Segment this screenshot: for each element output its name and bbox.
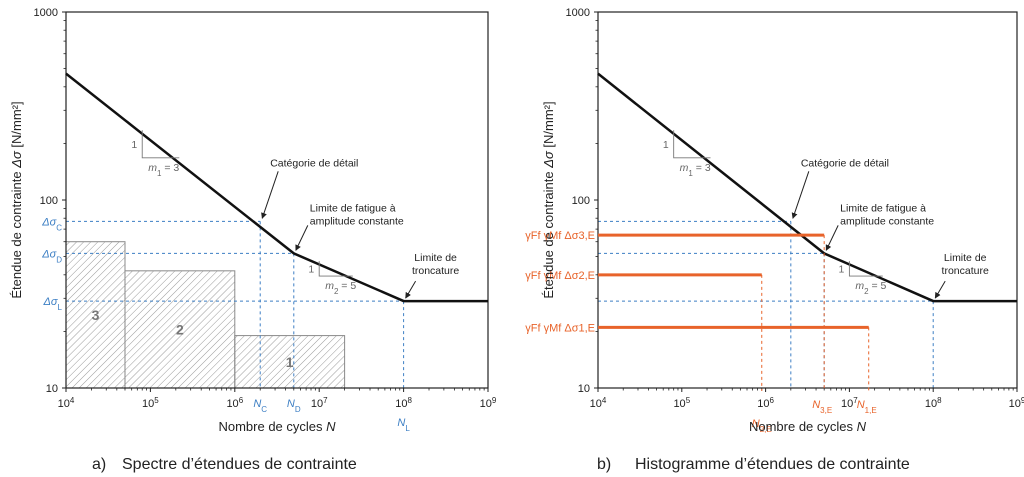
sn-curve xyxy=(597,72,1017,303)
ref-label-D: ΔσD xyxy=(41,248,62,264)
histogram-label-2: γFf γMf Δσ1,E xyxy=(525,322,595,334)
x-marker-C: NC xyxy=(253,398,267,414)
cutoff-label-2: troncature xyxy=(942,265,989,277)
caption-letter: b) xyxy=(597,456,611,473)
y-axis-title: Étendue de contrainte Δσ [N/mm²] xyxy=(541,101,556,298)
x-tick-label-5: 109 xyxy=(1009,396,1024,411)
slope-triangle-1 xyxy=(141,130,180,159)
x-tick-label-5: 109 xyxy=(480,396,497,411)
ref-label-C: ΔσC xyxy=(41,216,62,232)
x-tick-label-4: 108 xyxy=(925,396,942,411)
spectrum-block-1 xyxy=(234,335,346,389)
category-arrow xyxy=(791,171,810,219)
x-tick-label-3: 107 xyxy=(841,396,858,411)
x-tick-label-0: 104 xyxy=(58,396,75,411)
y-tick-label-2: 1000 xyxy=(566,7,590,19)
spectrum-block-label-3: 3 xyxy=(92,307,100,323)
slope-1-label: m1 = 3 xyxy=(148,162,179,178)
fatigue-limit-arrow xyxy=(825,225,839,251)
caption-text: Spectre d’étendues de contrainte xyxy=(122,456,357,473)
cutoff-arrow xyxy=(405,280,417,299)
y-axis-title: Étendue de contrainte Δσ [N/mm²] xyxy=(9,101,24,298)
slope-2-label: m2 = 5 xyxy=(855,280,886,296)
y-tick-label-2: 1000 xyxy=(34,7,58,19)
x-tick-label-0: 104 xyxy=(590,396,607,411)
fatigue-limit-label-2: amplitude constante xyxy=(840,215,934,227)
y-tick-label-1: 100 xyxy=(572,195,590,207)
slope-2-one: 1 xyxy=(308,264,314,276)
plot-frame xyxy=(597,11,1018,389)
fatigue-limit-label-1: Limite de fatigue à xyxy=(310,202,396,214)
category-arrow xyxy=(261,171,279,219)
panel-a-spectrum-chart: 3 2 1 ΔσC ΔσD ΔσL 104 105 106 107 108 109 10 100 1000 1… xyxy=(9,7,497,473)
slope-2-label: m2 = 5 xyxy=(325,280,356,296)
spectrum-block-2 xyxy=(124,270,236,389)
y-tick-label-0: 10 xyxy=(578,383,590,395)
x-axis-title: Nombre de cycles N xyxy=(749,419,867,434)
cutoff-arrow xyxy=(934,280,946,299)
ref-label-L: ΔσL xyxy=(43,296,63,312)
slope-1-label: m1 = 3 xyxy=(680,162,711,178)
x-axis-title: Nombre de cycles N xyxy=(218,419,336,434)
histogram-n-label-2: N1,E xyxy=(857,399,877,415)
category-label: Catégorie de détail xyxy=(270,157,358,169)
slope-triangle-1 xyxy=(673,130,711,159)
category-label: Catégorie de détail xyxy=(801,157,889,169)
spectrum-block-label-1: 1 xyxy=(286,354,294,370)
slope-triangle-2 xyxy=(318,261,353,277)
sn-curve xyxy=(65,72,488,303)
panel-b-histogram-chart: 104 105 106 107 108 109 10 100 1000 1 m1 = 3 1 m2 = … xyxy=(525,7,1024,473)
slope-1-one: 1 xyxy=(663,139,669,151)
slope-triangle-2 xyxy=(848,261,883,277)
x-tick-label-2: 106 xyxy=(757,396,774,411)
fatigue-limit-label-1: Limite de fatigue à xyxy=(840,202,926,214)
fatigue-limit-arrow xyxy=(295,225,309,251)
cutoff-label-2: troncature xyxy=(412,265,459,277)
histogram-label-0: γFf γMf Δσ3,E xyxy=(525,230,595,242)
histogram-n-label-1: N2,E xyxy=(752,418,772,434)
x-tick-label-3: 107 xyxy=(311,396,328,411)
histogram-label-1: γFf γMf Δσ2,E xyxy=(525,270,595,282)
y-tick-label-1: 100 xyxy=(40,195,58,207)
x-tick-label-2: 106 xyxy=(226,396,243,411)
caption-letter: a) xyxy=(92,456,106,473)
cutoff-label-1: Limite de xyxy=(944,252,987,264)
x-tick-label-4: 108 xyxy=(395,396,412,411)
spectrum-block-3 xyxy=(65,241,126,389)
spectrum-block-label-2: 2 xyxy=(176,321,184,337)
x-marker-L: NL xyxy=(397,417,410,433)
x-marker-D: ND xyxy=(287,398,301,414)
histogram-n-label-0: N3,E xyxy=(812,399,832,415)
x-tick-label-1: 105 xyxy=(142,396,159,411)
slope-1-one: 1 xyxy=(131,139,137,151)
caption-text: Histogramme d’étendues de contrainte xyxy=(635,456,910,473)
fatigue-limit-label-2: amplitude constante xyxy=(310,215,404,227)
slope-2-one: 1 xyxy=(839,264,845,276)
y-tick-label-0: 10 xyxy=(46,383,58,395)
cutoff-label-1: Limite de xyxy=(414,252,457,264)
x-tick-label-1: 105 xyxy=(673,396,690,411)
